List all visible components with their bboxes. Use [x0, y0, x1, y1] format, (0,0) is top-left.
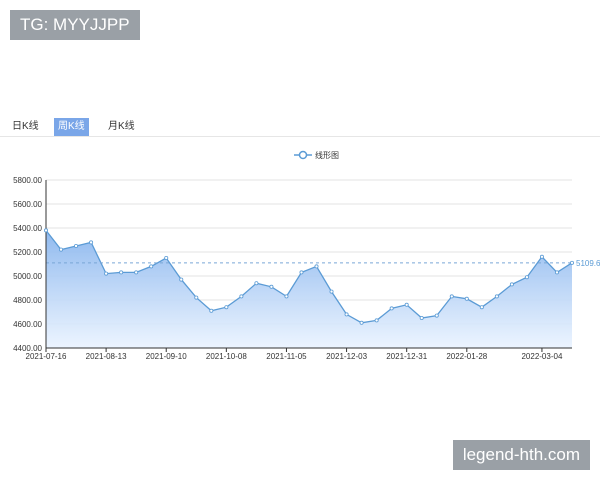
- data-point[interactable]: [209, 308, 214, 313]
- data-point[interactable]: [434, 313, 439, 318]
- legend-marker-icon: [298, 150, 308, 160]
- legend-label: 线形图: [315, 150, 339, 160]
- data-point[interactable]: [479, 305, 484, 310]
- data-point[interactable]: [494, 294, 499, 299]
- tab-daily-k[interactable]: 日K线: [12, 121, 39, 132]
- data-point[interactable]: [464, 296, 469, 301]
- data-point[interactable]: [164, 255, 169, 260]
- data-point[interactable]: [254, 281, 259, 286]
- y-tick-label: 5200.00: [13, 248, 42, 257]
- data-point[interactable]: [194, 295, 199, 300]
- data-point[interactable]: [284, 294, 289, 299]
- data-point[interactable]: [119, 270, 124, 275]
- x-tick-label: 2021-12-31: [386, 352, 427, 361]
- data-point[interactable]: [359, 320, 364, 325]
- x-tick-label: 2021-11-05: [266, 352, 307, 361]
- x-tick-label: 2021-12-03: [326, 352, 367, 361]
- data-point[interactable]: [239, 294, 244, 299]
- data-point[interactable]: [74, 243, 79, 248]
- y-tick-label: 4400.00: [13, 344, 42, 353]
- y-tick-label: 5800.00: [13, 176, 42, 185]
- data-point[interactable]: [59, 247, 64, 252]
- chart-legend[interactable]: 线形图: [294, 150, 339, 160]
- data-point[interactable]: [509, 282, 514, 287]
- data-point[interactable]: [404, 302, 409, 307]
- data-point[interactable]: [314, 264, 319, 269]
- y-tick-label: 5400.00: [13, 224, 42, 233]
- tg-tag: TG: MYYJJPP: [10, 10, 140, 40]
- series-line: [45, 229, 573, 324]
- reference-label: 5109.6: [576, 259, 600, 268]
- data-point[interactable]: [134, 270, 139, 275]
- site-watermark: legend-hth.com: [452, 440, 590, 470]
- data-point[interactable]: [374, 318, 379, 323]
- data-point[interactable]: [554, 270, 559, 275]
- data-point[interactable]: [44, 228, 49, 233]
- tab-monthly-k[interactable]: 月K线: [108, 121, 135, 132]
- tab-weekly-k[interactable]: 周K线: [54, 118, 89, 136]
- x-tick-label: 2022-01-28: [446, 352, 487, 361]
- period-tabs: 日K线 周K线 月K线: [0, 118, 600, 137]
- x-tick-label: 2022-03-04: [521, 352, 562, 361]
- data-point[interactable]: [389, 306, 394, 311]
- data-point[interactable]: [449, 294, 454, 299]
- x-tick-label: 2021-09-10: [146, 352, 187, 361]
- data-point[interactable]: [89, 240, 94, 245]
- data-point[interactable]: [570, 260, 575, 265]
- data-point[interactable]: [419, 315, 424, 320]
- data-point[interactable]: [149, 264, 154, 269]
- data-point[interactable]: [269, 284, 274, 289]
- data-point[interactable]: [344, 312, 349, 317]
- data-point[interactable]: [104, 271, 109, 276]
- y-tick-label: 4600.00: [13, 320, 42, 329]
- y-tick-label: 5600.00: [13, 200, 42, 209]
- y-tick-label: 5000.00: [13, 272, 42, 281]
- data-point[interactable]: [524, 275, 529, 280]
- x-tick-label: 2021-08-13: [86, 352, 127, 361]
- data-point[interactable]: [224, 305, 229, 310]
- x-tick-label: 2021-07-16: [26, 352, 67, 361]
- data-point[interactable]: [329, 289, 334, 294]
- y-tick-label: 4800.00: [13, 296, 42, 305]
- x-tick-label: 2021-10-08: [206, 352, 247, 361]
- data-point[interactable]: [539, 254, 544, 259]
- series-area: [46, 230, 572, 348]
- data-point[interactable]: [299, 270, 304, 275]
- data-point[interactable]: [179, 277, 184, 282]
